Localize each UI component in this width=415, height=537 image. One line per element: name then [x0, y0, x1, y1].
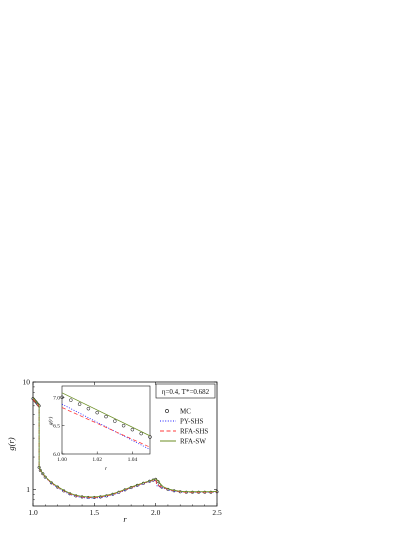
inset-mc-point	[95, 410, 99, 415]
inset-y-tick-label: 7.0	[53, 395, 60, 401]
main-x-tick-label: 2.5	[212, 508, 222, 517]
main-x-tick-label: 1.0	[28, 508, 38, 517]
inset-mc-point	[130, 427, 135, 432]
annotation-text: η=0.4, T*=0.682	[162, 388, 210, 396]
inset-x-axis-label: r	[105, 466, 108, 472]
inset-mc-point	[113, 419, 117, 423]
inset-series-rfa-sw-line	[61, 392, 151, 437]
inset-mc-point	[69, 398, 73, 402]
inset-x-tick-label: 1.02	[92, 457, 102, 463]
legend-label-mc: MC	[180, 408, 191, 416]
legend: MC PY-SHS RFA-SHS RFA-SW	[160, 408, 208, 446]
main-ticks: 1.0 1.5 2.0 2.5 1 10	[23, 378, 222, 518]
main-y-tick-label: 10	[23, 378, 31, 387]
legend-label-rfa-sw: RFA-SW	[180, 438, 206, 446]
main-x-tick-label: 1.5	[90, 508, 100, 517]
inset-x-tick-label: 1.00	[57, 457, 67, 463]
inset-plot-frame	[61, 385, 151, 455]
inset-y-tick-label: 6.0	[53, 452, 60, 458]
main-mc-point	[41, 472, 45, 476]
annotation-box	[155, 383, 216, 399]
inset-series-rfa-shs-line	[61, 407, 151, 448]
inset-mc-point	[60, 395, 64, 400]
inset-mc-point	[86, 406, 91, 411]
main-y-axis-label: g(r)	[6, 437, 16, 450]
legend-swatch-mc	[165, 409, 169, 413]
main-plot-frame	[32, 381, 218, 507]
inset-ticks: 1.00 1.02 1.04 6.0 6.5 7.0	[53, 395, 137, 463]
main-y-tick-label: 1	[26, 485, 30, 494]
main-mc-point	[43, 475, 47, 479]
legend-label-rfa-shs: RFA-SHS	[180, 428, 208, 436]
inset-y-axis-label: g(r)	[47, 417, 54, 426]
inset-mc-point	[121, 423, 126, 428]
inset-mc-point	[77, 402, 82, 406]
inset-series-py-shs-line	[61, 403, 151, 450]
inset-mc-point	[104, 414, 108, 419]
legend-label-py-shs: PY-SHS	[180, 418, 203, 426]
main-series-rfa-sw-line	[32, 397, 218, 498]
inset-y-tick-label: 6.5	[53, 424, 60, 430]
main-series	[31, 397, 219, 500]
inset-mc-point	[139, 431, 143, 436]
main-x-axis-label: r	[123, 514, 127, 524]
inset-x-tick-label: 1.04	[128, 457, 138, 463]
main-x-tick-label: 2.0	[151, 508, 161, 517]
inset-series	[60, 392, 152, 450]
